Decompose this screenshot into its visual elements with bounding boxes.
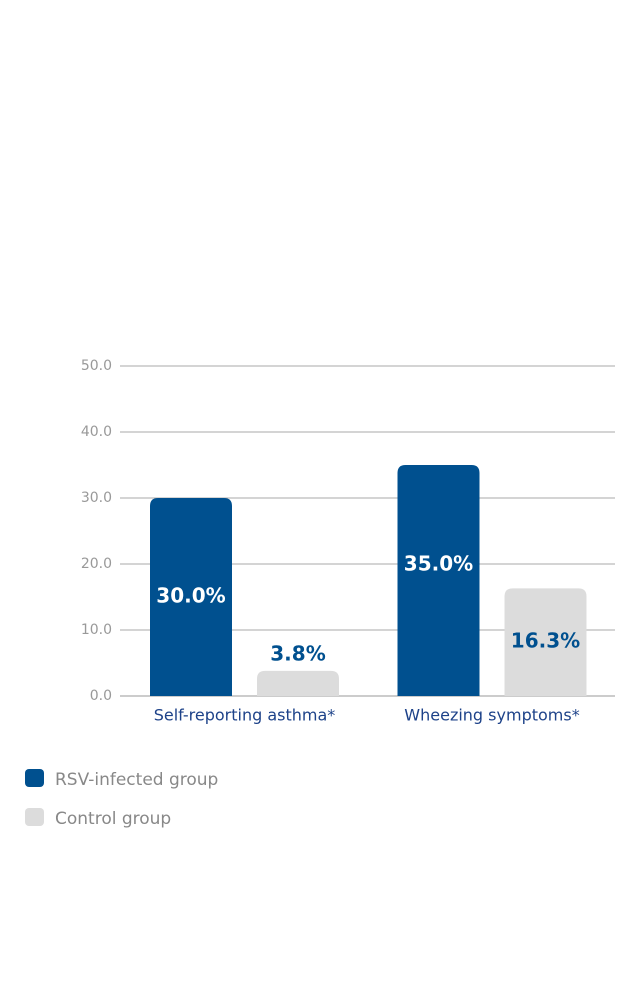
y-tick-label: 0.0 <box>90 688 112 704</box>
legend-label: Control group <box>55 809 171 829</box>
y-tick-label: 40.0 <box>81 424 112 440</box>
x-tick-label: Wheezing symptoms* <box>404 706 579 725</box>
bar <box>397 465 480 696</box>
data-label: 35.0% <box>404 552 473 576</box>
y-tick-label: 10.0 <box>81 622 112 638</box>
x-tick-label: Self-reporting asthma* <box>154 706 336 725</box>
data-label: 30.0% <box>156 584 225 608</box>
legend-label: RSV-infected group <box>55 770 218 790</box>
bar <box>150 498 232 696</box>
data-label: 3.8% <box>270 641 325 665</box>
y-tick-label: 50.0 <box>81 358 112 374</box>
y-tick-label: 30.0 <box>81 490 112 506</box>
y-tick-label: 20.0 <box>81 556 112 572</box>
bar <box>504 588 587 696</box>
bar <box>257 670 339 696</box>
legend-swatch <box>25 808 44 826</box>
data-label: 16.3% <box>511 629 580 653</box>
legend-swatch <box>25 769 44 787</box>
